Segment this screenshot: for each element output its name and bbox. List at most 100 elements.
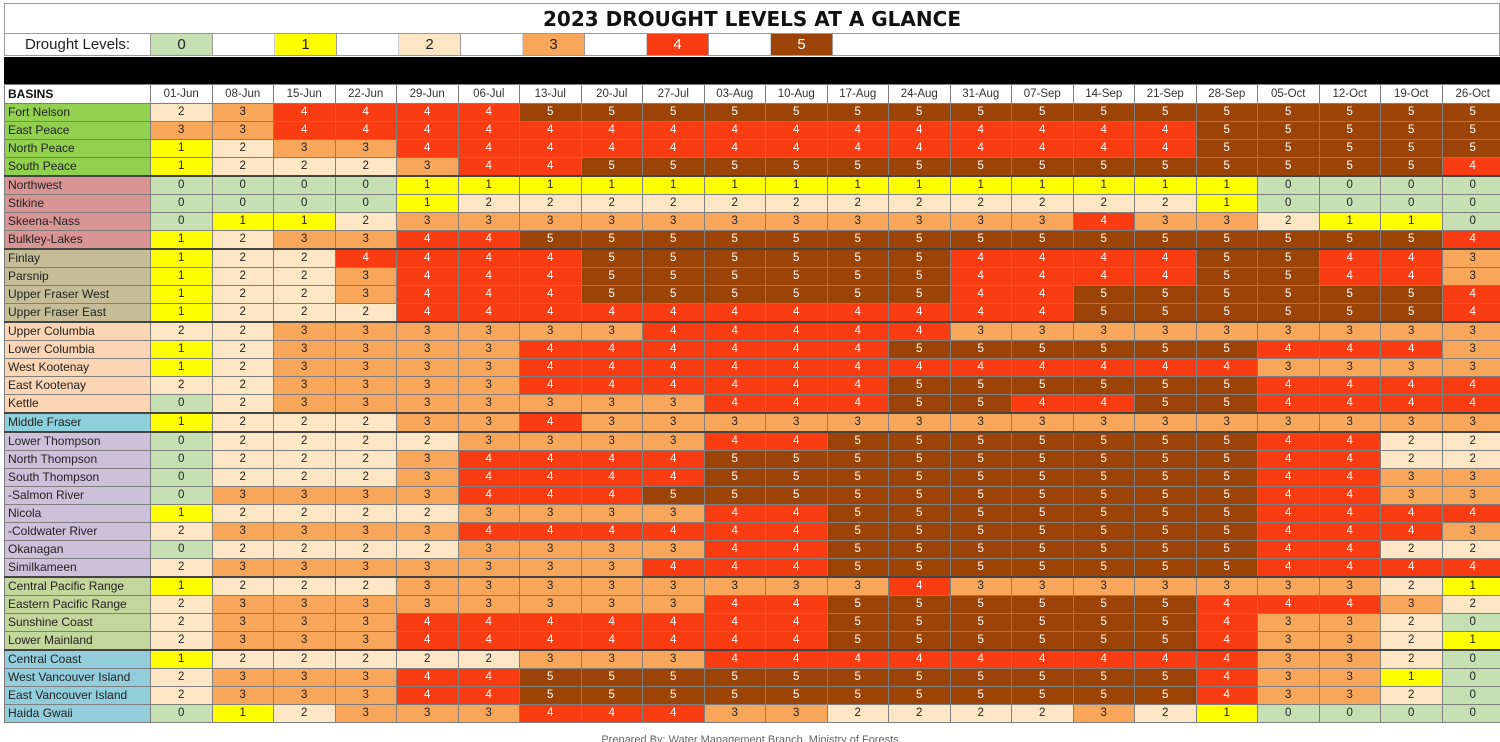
date-header: 26-Oct bbox=[1441, 84, 1500, 104]
drought-level-cell: 3 bbox=[1380, 321, 1443, 341]
drought-level-cell: 0 bbox=[150, 468, 213, 487]
drought-level-cell: 3 bbox=[1257, 576, 1320, 596]
drought-level-cell: 5 bbox=[580, 157, 643, 177]
date-header: 31-Aug bbox=[949, 84, 1012, 104]
drought-level-cell: 4 bbox=[703, 340, 766, 359]
drought-level-cell: 1 bbox=[150, 649, 213, 669]
drought-level-cell: 5 bbox=[580, 285, 643, 304]
drought-level-cell: 4 bbox=[1072, 121, 1135, 140]
drought-level-cell: 3 bbox=[1441, 468, 1500, 487]
drought-level-cell: 4 bbox=[1441, 394, 1500, 414]
drought-level-cell: 2 bbox=[1380, 649, 1443, 669]
drought-level-cell: 4 bbox=[580, 303, 643, 323]
basin-name: East Peace bbox=[4, 121, 151, 140]
drought-level-cell: 0 bbox=[1441, 649, 1500, 669]
drought-level-cell: 1 bbox=[396, 194, 459, 213]
drought-level-cell: 5 bbox=[703, 248, 766, 268]
drought-level-cell: 0 bbox=[150, 431, 213, 451]
drought-level-cell: 4 bbox=[457, 468, 520, 487]
table-row: Lower Columbia 1 2 3 3 3 3 4 4 4 4 4 4 5 5 5 5 5 5 4 4 4 3 bbox=[4, 340, 1500, 359]
drought-level-cell: 3 bbox=[334, 340, 397, 359]
drought-level-cell: 4 bbox=[273, 103, 336, 122]
drought-level-cell: 2 bbox=[1441, 595, 1500, 614]
drought-level-cell: 4 bbox=[396, 668, 459, 687]
drought-level-cell: 2 bbox=[949, 194, 1012, 213]
drought-level-cell: 3 bbox=[334, 230, 397, 250]
drought-level-cell: 0 bbox=[1257, 194, 1320, 213]
drought-level-cell: 5 bbox=[888, 340, 951, 359]
drought-level-cell: 0 bbox=[1441, 686, 1500, 705]
drought-level-cell: 3 bbox=[519, 212, 582, 231]
drought-level-cell: 5 bbox=[642, 103, 705, 122]
drought-level-cell: 2 bbox=[1072, 194, 1135, 213]
drought-level-cell: 5 bbox=[1011, 686, 1074, 705]
drought-level-cell: 3 bbox=[1441, 522, 1500, 541]
drought-level-cell: 3 bbox=[457, 340, 520, 359]
drought-level-cell: 2 bbox=[211, 358, 274, 377]
drought-level-cell: 4 bbox=[580, 522, 643, 541]
drought-level-cell: 5 bbox=[1011, 668, 1074, 687]
table-row: Okanagan 0 2 2 2 2 3 3 3 3 4 4 5 5 5 5 5 5 5 4 4 2 2 bbox=[4, 540, 1500, 559]
drought-level-cell: 5 bbox=[765, 686, 828, 705]
drought-level-cell: 4 bbox=[703, 522, 766, 541]
drought-level-cell: 5 bbox=[1195, 431, 1258, 451]
drought-level-cell: 4 bbox=[949, 267, 1012, 286]
drought-level-cell: 4 bbox=[580, 121, 643, 140]
drought-level-cell: 4 bbox=[519, 267, 582, 286]
drought-level-cell: 4 bbox=[826, 394, 889, 414]
drought-level-cell: 3 bbox=[1318, 668, 1381, 687]
drought-level-cell: 3 bbox=[765, 704, 828, 723]
drought-table: BASINS 01-Jun 08-Jun 15-Jun 22-Jun 29-Jun 06-… bbox=[4, 84, 1500, 723]
table-row: Fort Nelson 2 3 4 4 4 4 5 5 5 5 5 5 5 5 5 5 5 5 5 5 5 5 bbox=[4, 103, 1500, 122]
date-header: 10-Aug bbox=[765, 84, 828, 104]
drought-level-cell: 3 bbox=[334, 321, 397, 341]
drought-level-cell: 2 bbox=[211, 303, 274, 323]
drought-level-cell: 5 bbox=[1072, 504, 1135, 523]
drought-level-cell: 4 bbox=[765, 504, 828, 523]
drought-level-cell: 1 bbox=[765, 175, 828, 195]
drought-level-cell: 3 bbox=[1257, 668, 1320, 687]
drought-level-cell: 4 bbox=[580, 340, 643, 359]
drought-level-cell: 2 bbox=[1380, 576, 1443, 596]
drought-level-cell: 3 bbox=[580, 576, 643, 596]
drought-level-cell: 4 bbox=[457, 157, 520, 177]
drought-level-cell: 5 bbox=[1318, 285, 1381, 304]
drought-level-cell: 5 bbox=[765, 230, 828, 250]
drought-level-cell: 4 bbox=[949, 248, 1012, 268]
drought-level-cell: 5 bbox=[1072, 431, 1135, 451]
drought-level-cell: 0 bbox=[1380, 704, 1443, 723]
drought-level-cell: 4 bbox=[765, 558, 828, 578]
basin-name: -Coldwater River bbox=[4, 522, 151, 541]
drought-level-cell: 5 bbox=[1134, 103, 1197, 122]
drought-level-cell: 5 bbox=[1195, 450, 1258, 469]
drought-level-cell: 5 bbox=[1072, 340, 1135, 359]
table-row: East Kootenay 2 2 3 3 3 3 4 4 4 4 4 4 5 5 5 5 5 5 4 4 4 4 bbox=[4, 376, 1500, 395]
drought-level-cell: 3 bbox=[519, 394, 582, 414]
drought-level-cell: 4 bbox=[580, 376, 643, 395]
drought-level-cell: 5 bbox=[765, 668, 828, 687]
drought-level-cell: 3 bbox=[273, 376, 336, 395]
drought-level-cell: 5 bbox=[642, 230, 705, 250]
drought-level-cell: 5 bbox=[1134, 340, 1197, 359]
drought-level-cell: 4 bbox=[949, 649, 1012, 669]
drought-level-cell: 1 bbox=[150, 267, 213, 286]
drought-level-cell: 4 bbox=[642, 303, 705, 323]
drought-level-cell: 4 bbox=[519, 340, 582, 359]
drought-level-cell: 4 bbox=[457, 248, 520, 268]
drought-level-cell: 5 bbox=[1195, 157, 1258, 177]
drought-level-cell: 3 bbox=[888, 212, 951, 231]
drought-level-cell: 5 bbox=[1134, 540, 1197, 559]
drought-level-cell: 2 bbox=[1441, 450, 1500, 469]
basin-name: Parsnip bbox=[4, 267, 151, 286]
drought-level-cell: 3 bbox=[211, 558, 274, 578]
drought-level-cell: 5 bbox=[1318, 157, 1381, 177]
drought-level-cell: 3 bbox=[580, 412, 643, 433]
legend: Drought Levels: 0 1 2 3 4 5 bbox=[4, 33, 1500, 56]
drought-level-cell: 3 bbox=[1134, 576, 1197, 596]
drought-level-cell: 1 bbox=[211, 212, 274, 231]
drought-level-cell: 4 bbox=[1441, 558, 1500, 578]
drought-level-cell: 5 bbox=[1072, 613, 1135, 632]
drought-level-cell: 5 bbox=[765, 248, 828, 268]
drought-level-cell: 3 bbox=[1441, 267, 1500, 286]
date-header: 17-Aug bbox=[826, 84, 889, 104]
